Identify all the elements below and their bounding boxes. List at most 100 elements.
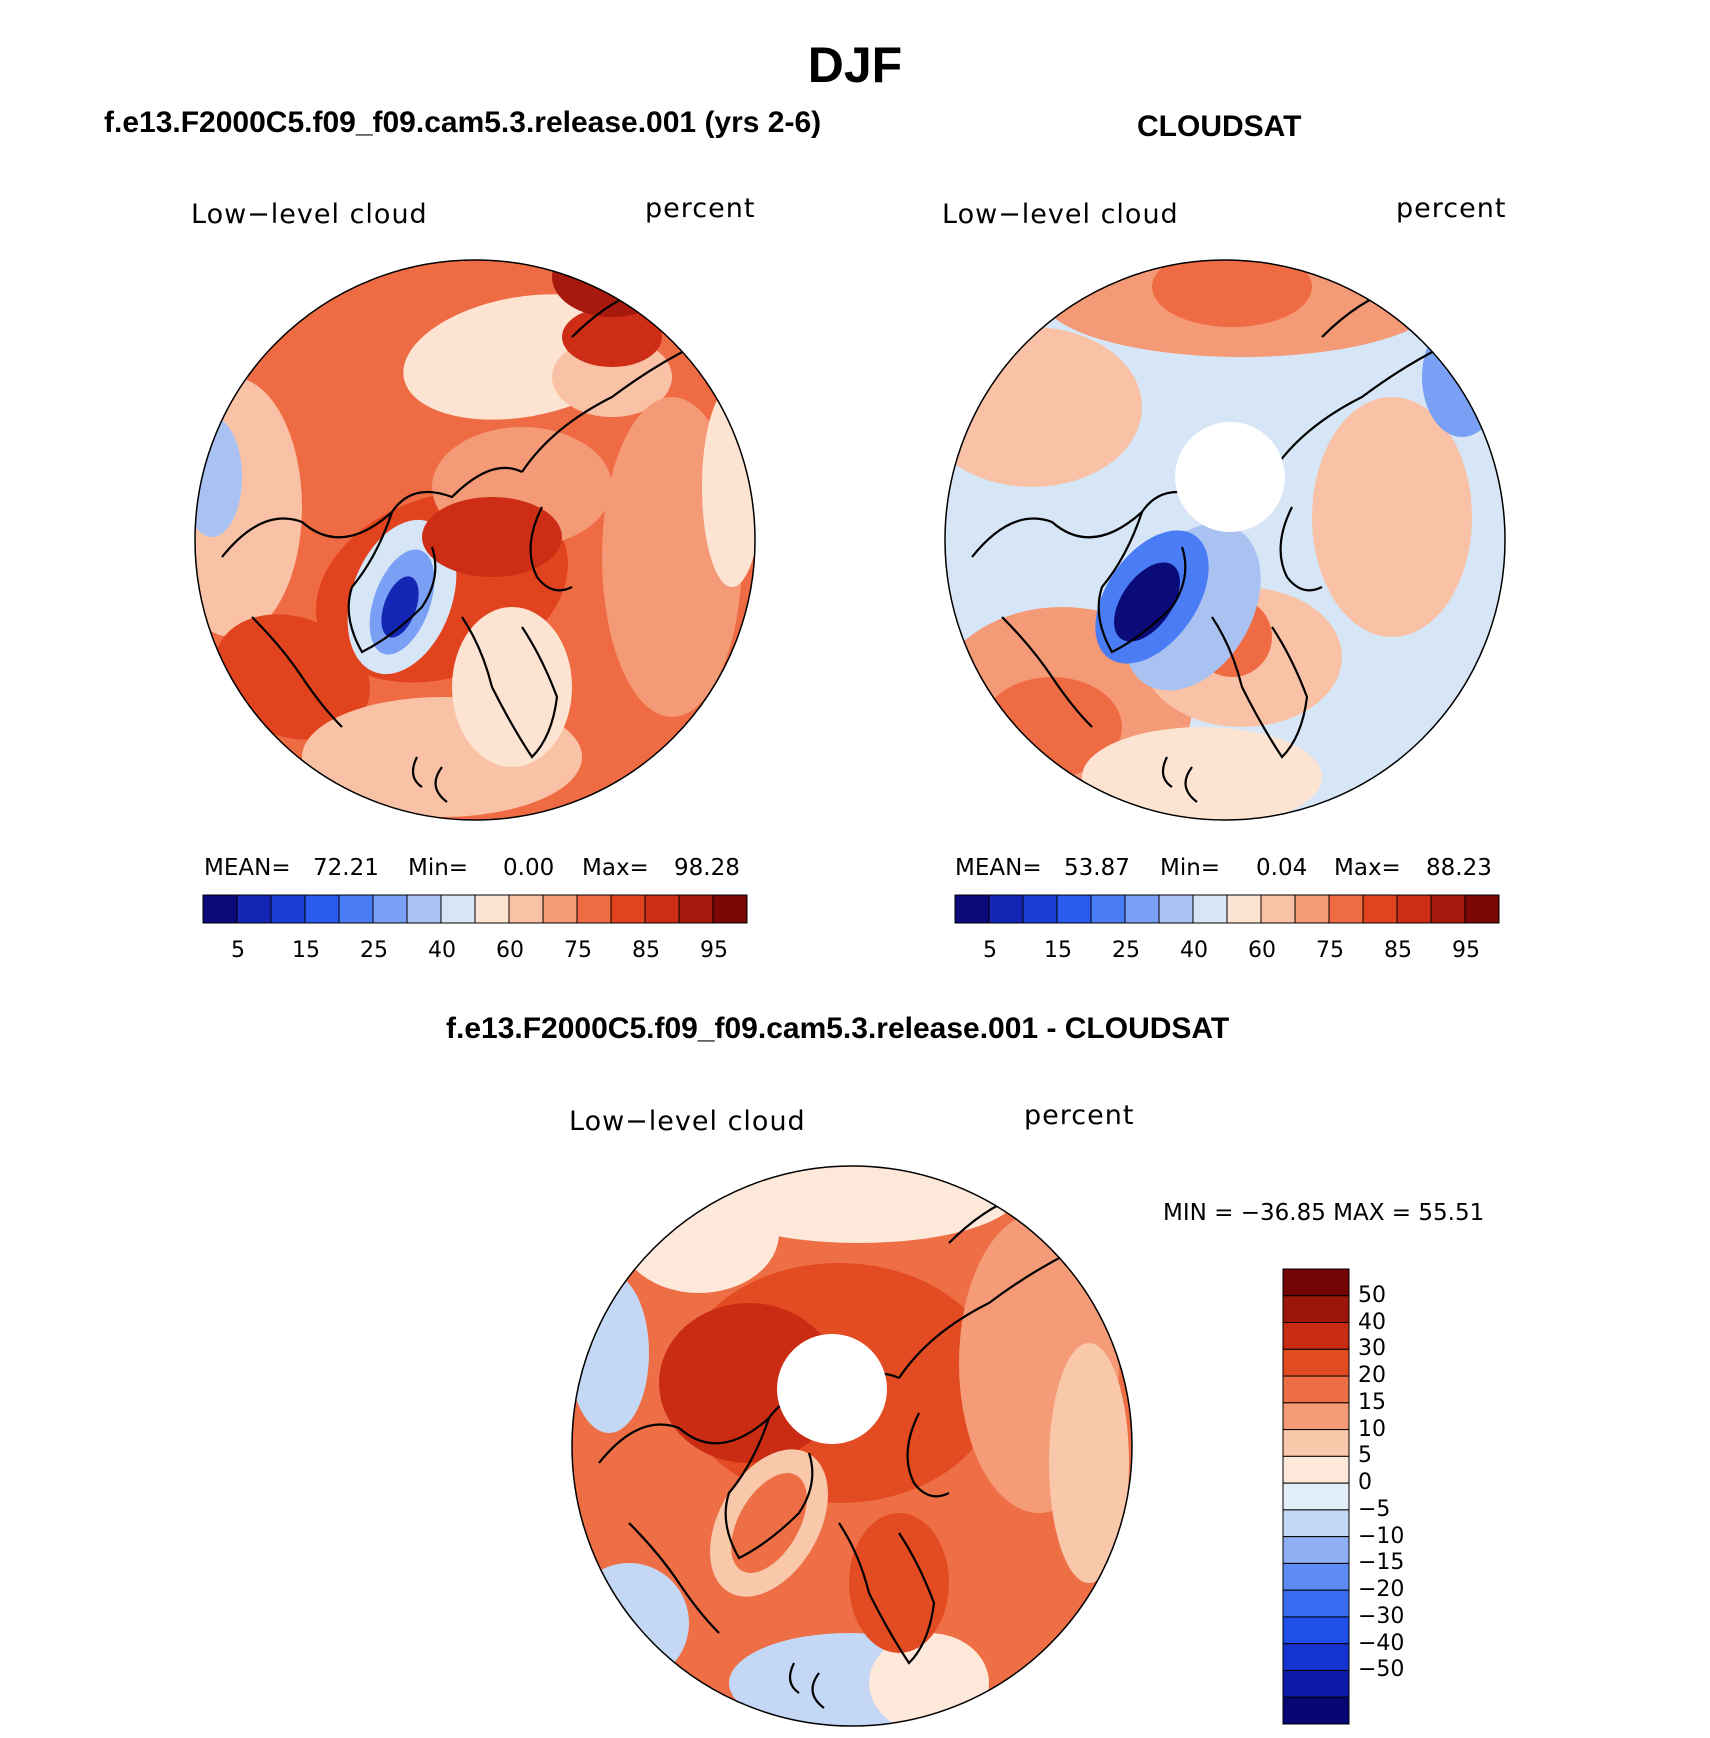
panel-obs-max-value: 88.23 [1426, 855, 1492, 881]
colorbar-tick-label: 85 [632, 938, 660, 963]
coastline [1279, 506, 1323, 592]
map-contour-region [619, 1173, 779, 1293]
panel-model-mean-value: 72.21 [313, 855, 379, 881]
colorbar-box [1294, 894, 1330, 924]
map-outline [571, 1165, 1133, 1727]
colorbar-tick-label: 95 [1452, 938, 1480, 963]
colorbar-box [1328, 894, 1364, 924]
colorbar-tick-label: 25 [1112, 938, 1140, 963]
colorbar-box [1430, 894, 1466, 924]
colorbar-tick-label: 10 [1358, 1416, 1386, 1442]
colorbar-box [1226, 894, 1262, 924]
panel-diff-variable-label: Low−level cloud [569, 1106, 806, 1137]
panel-model-units-label: percent [645, 193, 756, 224]
panel-obs-map [944, 259, 1506, 821]
colorbar-box [1124, 894, 1160, 924]
colorbar-box [202, 894, 238, 924]
coastline [898, 1252, 1070, 1379]
colorbar-box [1192, 894, 1228, 924]
map-contour-region [381, 576, 419, 638]
map-contour-region [702, 387, 755, 587]
colorbar-box [1464, 894, 1500, 924]
page-title: DJF [807, 37, 903, 93]
panel-obs-colorbar [954, 894, 1500, 924]
coastline [1211, 616, 1309, 759]
colorbar-box [1282, 1589, 1350, 1618]
colorbar-box [406, 894, 442, 924]
map-contour-region [214, 614, 370, 740]
coastline [347, 511, 437, 654]
colorbar-tick-label: 25 [360, 938, 388, 963]
panel-diff-heading: f.e13.F2000C5.f09_f09.cam5.3.release.001… [446, 1012, 1230, 1045]
colorbar-box [372, 894, 408, 924]
map-contour-region [1422, 317, 1502, 437]
colorbar-tick-label: 50 [1358, 1282, 1386, 1308]
map-contour-region [452, 607, 572, 767]
panel-model-heading: f.e13.F2000C5.f09_f09.cam5.3.release.001… [104, 106, 822, 139]
panel-model-mean-label: MEAN= [204, 855, 291, 881]
panel-obs-heading: CLOUDSAT [1137, 110, 1302, 143]
colorbar-tick-label: 75 [564, 938, 592, 963]
colorbar-box [440, 894, 476, 924]
map-contour-region [1049, 1343, 1129, 1583]
colorbar-tick-label: −15 [1358, 1550, 1405, 1576]
colorbar-tick-label: 75 [1316, 938, 1344, 963]
colorbar-box [1260, 894, 1296, 924]
coastline [788, 1662, 825, 1709]
colorbar-box [988, 894, 1024, 924]
colorbar-tick-label: −50 [1358, 1657, 1405, 1683]
colorbar-box [1282, 1375, 1350, 1404]
map-contour-region [572, 1563, 689, 1683]
panel-obs-min-label: Min= [1160, 855, 1221, 881]
colorbar-box [1056, 894, 1092, 924]
colorbar-box [1282, 1402, 1350, 1431]
colorbar-box [1282, 1268, 1350, 1297]
coastline [461, 616, 559, 759]
colorbar-tick-label: −30 [1358, 1603, 1405, 1629]
colorbar-box [1282, 1295, 1350, 1324]
colorbar-box [1282, 1429, 1350, 1457]
colorbar-tick-label: 85 [1384, 938, 1412, 963]
colorbar-box [1282, 1348, 1350, 1377]
map-contour-region [849, 1513, 949, 1653]
coastline [411, 756, 448, 803]
colorbar-box [1282, 1482, 1350, 1511]
colorbar-box [304, 894, 340, 924]
panel-diff-units-label: percent [1024, 1100, 1135, 1131]
coastline [1271, 346, 1443, 473]
coastline [628, 1522, 720, 1634]
colorbar-box [712, 894, 748, 924]
colorbar-box [1090, 894, 1126, 924]
panel-diff-minmax: MIN = −36.85 MAX = 55.51 [1163, 1200, 1485, 1226]
colorbar-tick-label: 60 [496, 938, 524, 963]
panel-model-max-label: Max= [582, 855, 649, 881]
map-contour-region [195, 417, 242, 537]
panel-obs-min-value: 0.04 [1256, 855, 1308, 881]
colorbar-tick-label: 95 [700, 938, 728, 963]
coastline [251, 616, 343, 728]
colorbar-tick-label: 20 [1358, 1363, 1386, 1389]
panel-obs-max-label: Max= [1334, 855, 1401, 881]
colorbar-tick-label: 15 [292, 938, 320, 963]
colorbar-box [576, 894, 612, 924]
coastline [1001, 616, 1093, 728]
colorbar-box [474, 894, 510, 924]
map-contour-region [422, 497, 562, 577]
colorbar-tick-label: 40 [1358, 1309, 1386, 1335]
colorbar-tick-label: −20 [1358, 1577, 1405, 1603]
coastline [221, 466, 523, 558]
panel-diff-colorbar [1282, 1268, 1350, 1725]
colorbar-tick-label: −40 [1358, 1630, 1405, 1656]
panel-obs-mean-value: 53.87 [1064, 855, 1130, 881]
coastline [838, 1522, 936, 1665]
panel-obs-mean-label: MEAN= [955, 855, 1042, 881]
panel-model-colorbar [202, 894, 748, 924]
colorbar-box [1282, 1696, 1350, 1725]
colorbar-box [1282, 1562, 1350, 1591]
map-contour-region [731, 1473, 807, 1573]
colorbar-box [1282, 1322, 1350, 1350]
coastline [724, 1417, 814, 1560]
coastline [1097, 511, 1187, 654]
map-outline [194, 259, 756, 821]
colorbar-box [508, 894, 544, 924]
